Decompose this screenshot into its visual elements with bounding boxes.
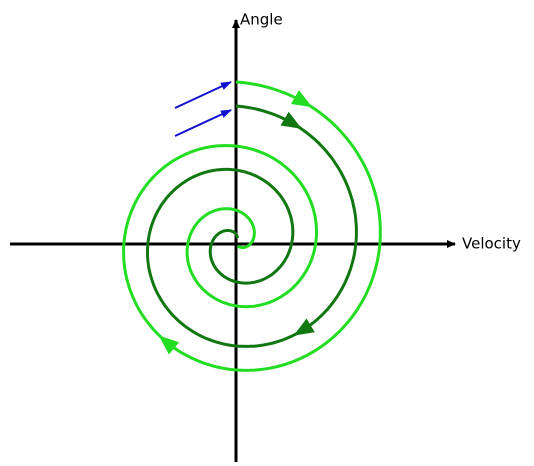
- x-axis-label: Velocity: [462, 235, 521, 253]
- direction-arrow: [280, 111, 302, 129]
- trajectory: [122, 80, 382, 372]
- start-arrow: [174, 81, 232, 109]
- start-arrow: [174, 109, 232, 137]
- direction-arrow: [158, 335, 180, 355]
- spirals: [122, 80, 382, 372]
- direction-arrow: [290, 90, 313, 108]
- y-axis-label: Angle: [240, 11, 283, 29]
- direction-arrow: [293, 318, 315, 336]
- trajectory: [146, 104, 358, 348]
